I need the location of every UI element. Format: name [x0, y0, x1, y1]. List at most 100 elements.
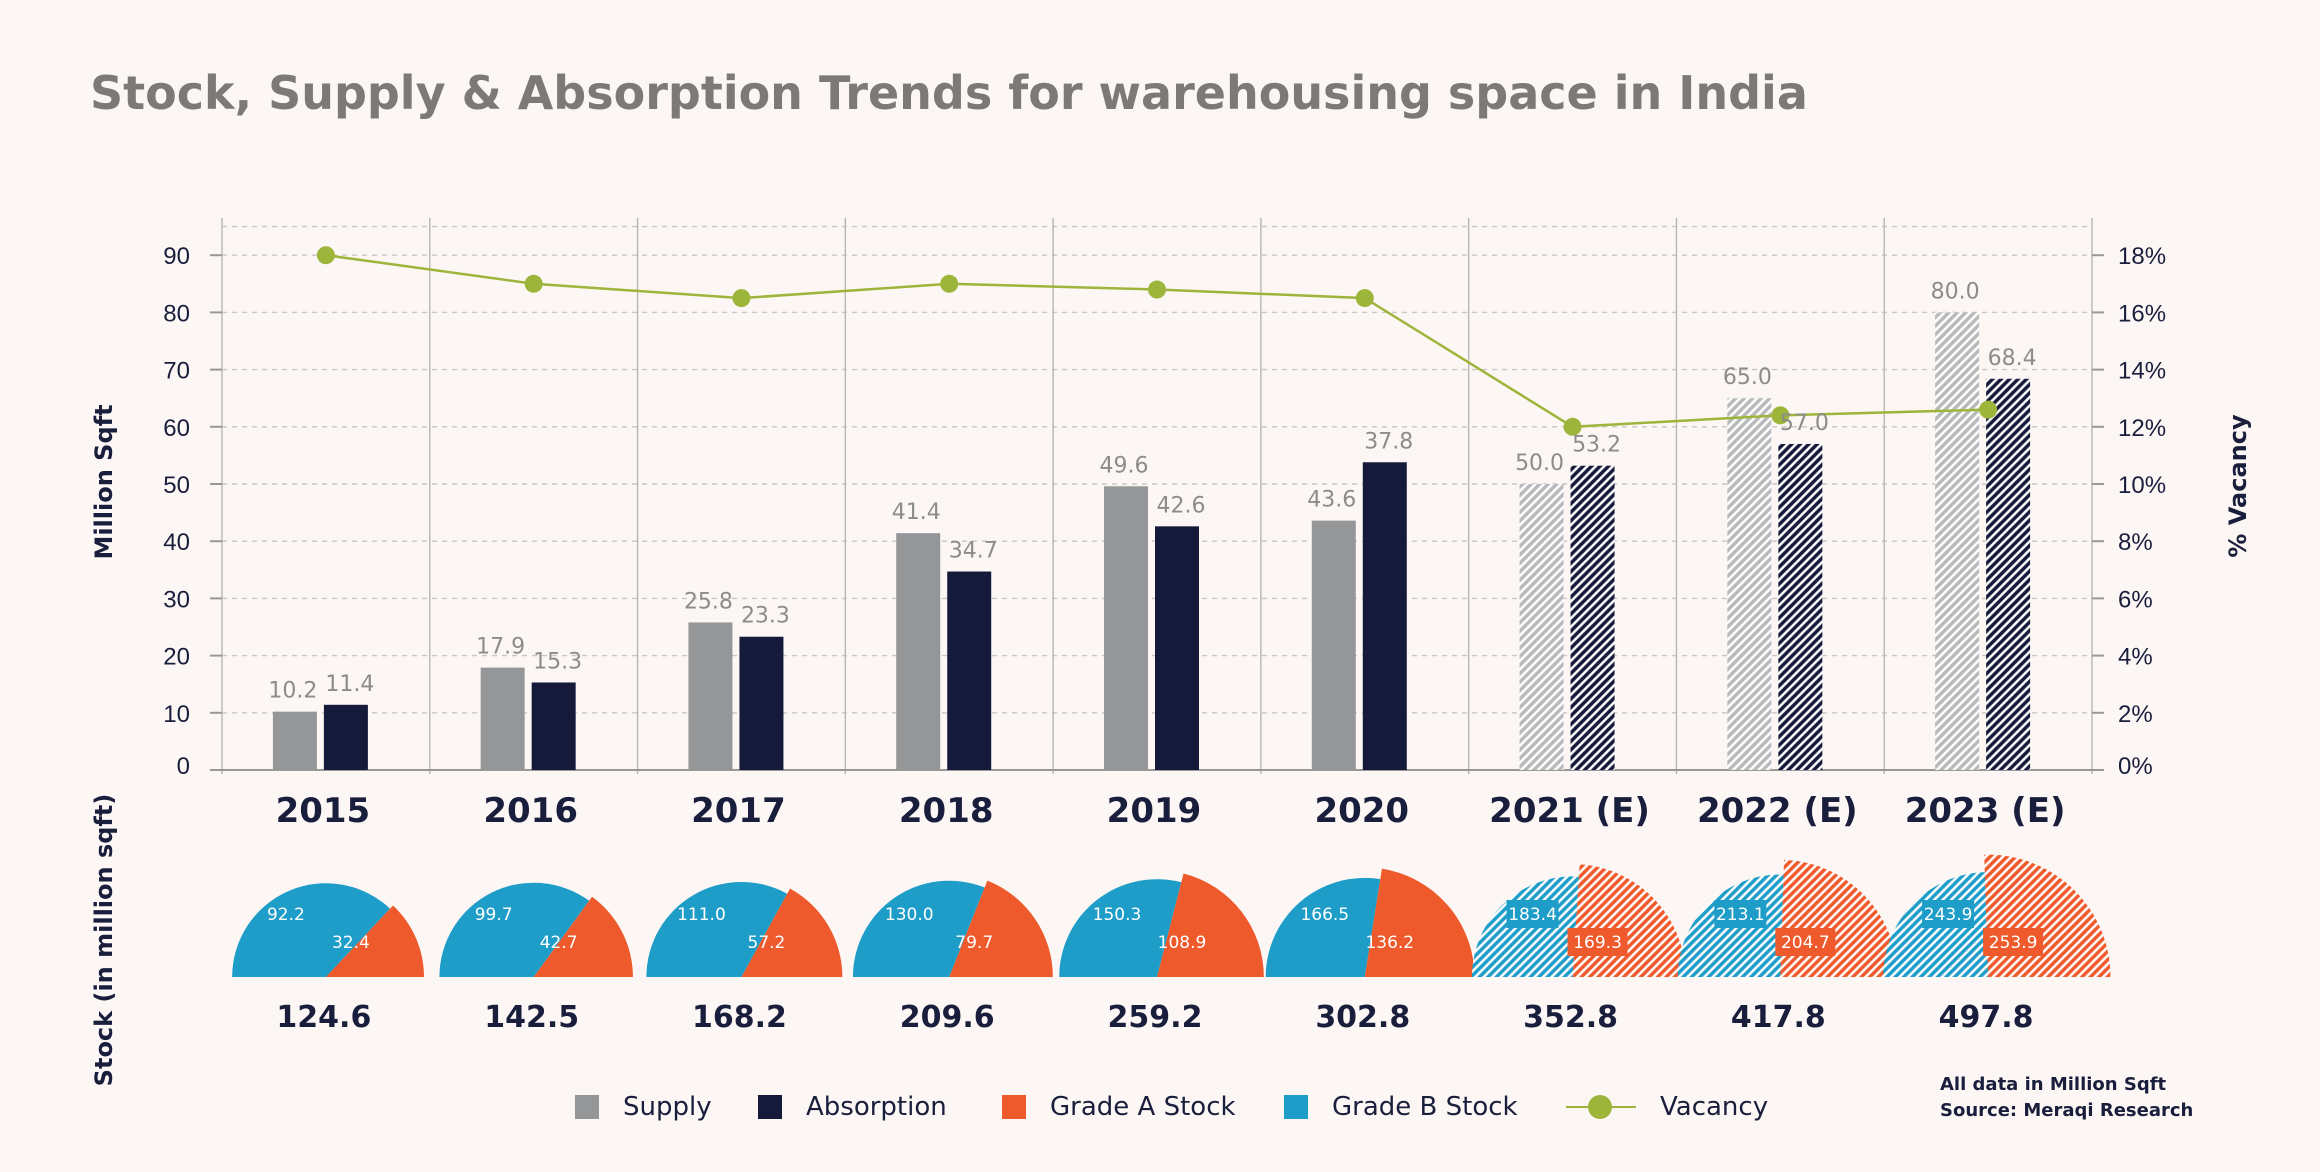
pie-label-grade-b: 150.3 — [1093, 905, 1142, 925]
pie-label-box-grade-b — [1714, 900, 1767, 928]
pie-label-box-grade-b — [1922, 900, 1975, 928]
data-label-absorption: 57.0 — [1780, 411, 1829, 436]
legend-item-grade-a: Grade A Stock — [1002, 1087, 1236, 1127]
y-tick-label: 90 — [163, 243, 190, 270]
pie-label-grade-b: 111.0 — [677, 905, 726, 925]
legend-label-vacancy: Vacancy — [1660, 1092, 1769, 1122]
data-label-absorption: 15.3 — [533, 649, 582, 674]
pie-label-grade-a: 108.9 — [1158, 933, 1207, 953]
pie-slice-grade-a — [1364, 868, 1475, 977]
stock-total-label: 417.8 — [1731, 1000, 1826, 1035]
legend-label-absorption: Absorption — [806, 1092, 947, 1122]
note-units: All data in Million Sqft — [1940, 1074, 2167, 1095]
bar-absorption — [947, 571, 992, 770]
pie-label-grade-b: 243.9 — [1924, 905, 1973, 925]
pie-label-box-grade-a — [1983, 928, 2044, 956]
data-label-supply: 43.6 — [1307, 488, 1356, 513]
data-label-absorption: 11.4 — [325, 672, 374, 697]
x-tick-label: 2023 (E) — [1905, 791, 2066, 831]
pie-label-box-grade-b — [1506, 900, 1559, 928]
data-label-supply: 25.8 — [684, 589, 733, 614]
stock-total-label: 497.8 — [1939, 1000, 2034, 1035]
bar-supply — [1519, 484, 1564, 770]
data-label-supply: 10.2 — [268, 679, 317, 704]
data-label-absorption: 42.6 — [1157, 493, 1206, 518]
pie-slice-grade-a — [741, 888, 843, 977]
legend-item-supply: Supply — [575, 1087, 712, 1127]
stock-total-label: 124.6 — [276, 1000, 371, 1035]
y2-tick-label: 4% — [2118, 644, 2153, 671]
pie-label-grade-b: 166.5 — [1300, 905, 1349, 925]
pie-label-grade-a: 57.2 — [748, 933, 786, 953]
vacancy-point — [1979, 400, 1998, 419]
y2-axis-title: % Vacancy — [2224, 414, 2252, 558]
bar-supply — [1311, 520, 1356, 770]
vacancy-point — [1355, 289, 1374, 308]
x-tick-label: 2015 — [276, 791, 371, 831]
data-label-supply: 50.0 — [1515, 451, 1564, 476]
x-tick-label: 2022 (E) — [1697, 791, 1858, 831]
pie-label-grade-a: 42.7 — [540, 933, 578, 953]
pie-slice-grade-a — [1157, 873, 1264, 977]
data-label-supply: 49.6 — [1100, 453, 1149, 478]
pie-slice-grade-a — [533, 896, 633, 977]
pie-slice-grade-b — [646, 881, 788, 977]
source-note: All data in Million Sqft Source: Meraqi … — [1940, 1072, 2193, 1124]
pie-label-box-grade-a — [1775, 928, 1836, 956]
vacancy-point — [940, 274, 959, 293]
data-label-supply: 80.0 — [1931, 279, 1980, 304]
vacancy-point — [732, 289, 751, 308]
pie-label-grade-a: 169.3 — [1573, 933, 1622, 953]
y-tick-label: 10 — [163, 701, 190, 728]
bar-supply — [272, 711, 317, 770]
legend-label-grade-b: Grade B Stock — [1332, 1092, 1518, 1122]
legend-label-supply: Supply — [623, 1092, 712, 1122]
pie-label-grade-a: 136.2 — [1365, 933, 1414, 953]
legend-swatch-vacancy — [1566, 1095, 1636, 1119]
x-tick-label: 2020 — [1314, 791, 1409, 831]
pie-label-grade-b: 92.2 — [267, 905, 305, 925]
bar-absorption — [1570, 465, 1615, 770]
y2-tick-label: 8% — [2118, 529, 2153, 556]
y-tick-label: 80 — [163, 300, 190, 327]
bar-absorption — [323, 704, 368, 770]
bar-absorption — [1986, 378, 2031, 770]
bar-absorption — [531, 682, 576, 770]
stock-total-label: 302.8 — [1315, 1000, 1410, 1035]
pie-label-grade-a: 79.7 — [955, 933, 993, 953]
bar-supply — [1104, 486, 1148, 770]
pie-label-grade-a: 253.9 — [1989, 933, 2038, 953]
y-axis-title: Million Sqft — [90, 404, 118, 559]
legend-label-grade-a: Grade A Stock — [1050, 1092, 1236, 1122]
legend-swatch-supply — [575, 1095, 599, 1119]
vacancy-point — [316, 246, 335, 265]
stock-total-label: 209.6 — [900, 1000, 995, 1035]
pie-slice-grade-a — [1780, 859, 1898, 977]
vacancy-point — [1148, 280, 1166, 299]
bar-supply — [896, 533, 941, 770]
stock-total-label: 259.2 — [1108, 1000, 1203, 1035]
pie-slice-grade-b — [232, 883, 391, 977]
bar-absorption — [1778, 443, 1823, 770]
data-label-absorption: 34.7 — [949, 539, 998, 564]
y2-tick-label: 0% — [2118, 753, 2153, 780]
y-tick-label: 50 — [163, 472, 190, 499]
y2-tick-label: 12% — [2118, 415, 2166, 442]
bar-supply — [1935, 312, 1980, 770]
legend-swatch-grade-a — [1002, 1095, 1026, 1119]
pie-label-grade-b: 213.1 — [1716, 905, 1765, 925]
bar-absorption — [1362, 462, 1407, 770]
y2-tick-label: 6% — [2118, 586, 2153, 613]
bar-absorption — [739, 636, 784, 770]
pie-label-grade-b: 183.4 — [1508, 905, 1557, 925]
y-tick-label: 30 — [163, 586, 190, 613]
y2-tick-label: 2% — [2118, 701, 2153, 728]
note-source: Source: Meraqi Research — [1940, 1100, 2194, 1121]
data-label-absorption: 53.2 — [1572, 433, 1621, 458]
legend-item-absorption: Absorption — [758, 1087, 947, 1127]
data-label-supply: 17.9 — [476, 635, 525, 660]
pie-slice-grade-a — [325, 905, 424, 977]
y-tick-label: 40 — [163, 529, 190, 556]
pie-slice-grade-a — [1984, 854, 2111, 977]
